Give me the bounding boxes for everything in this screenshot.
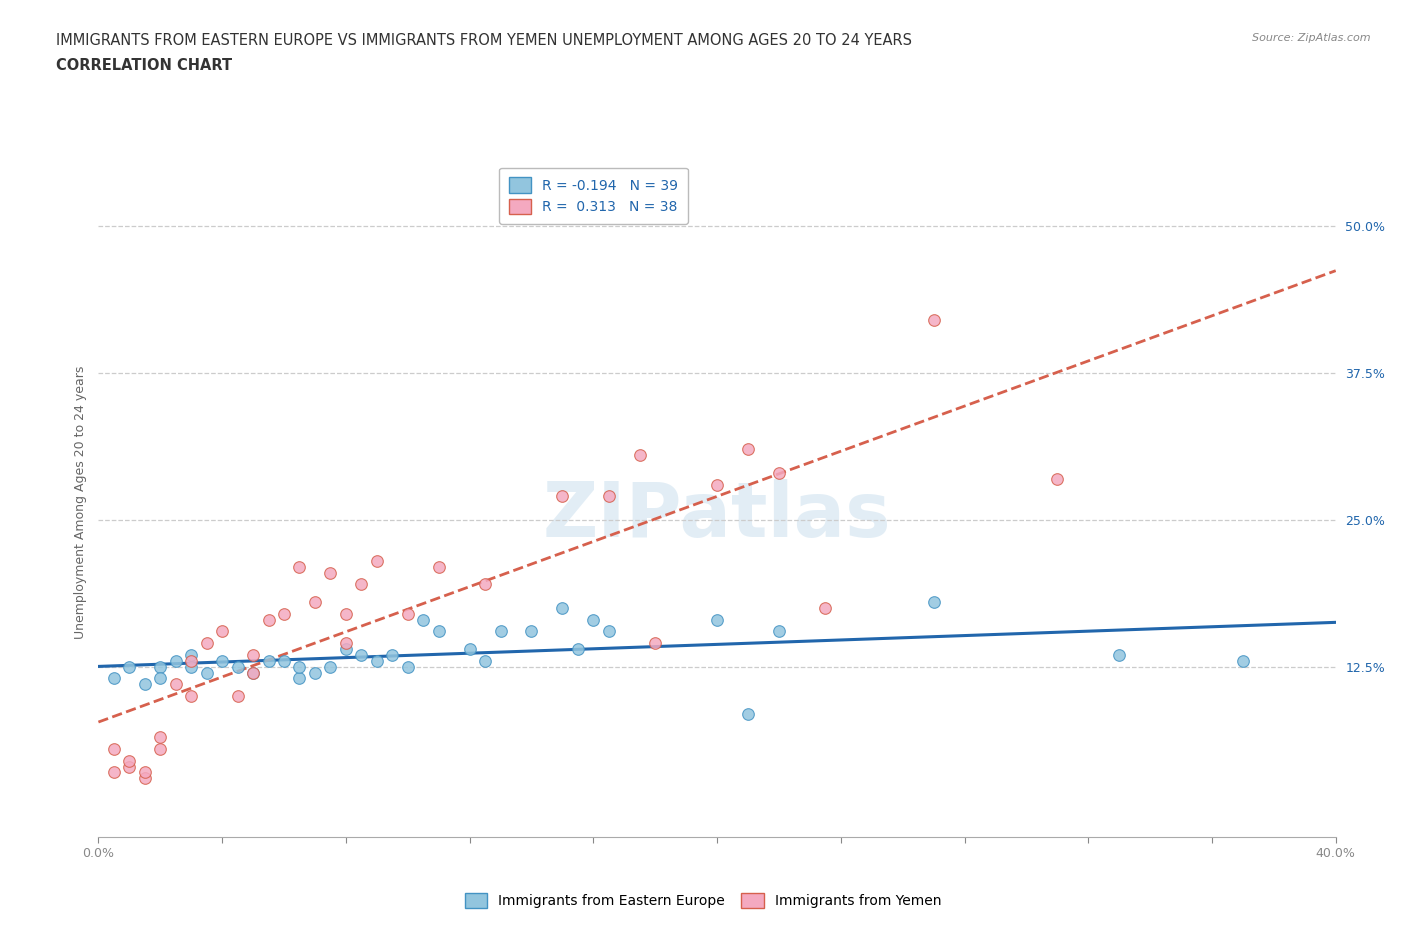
- Point: [737, 706, 759, 721]
- Point: [134, 765, 156, 780]
- Point: [412, 612, 434, 627]
- Point: [226, 659, 249, 674]
- Point: [628, 447, 651, 462]
- Point: [644, 636, 666, 651]
- Point: [288, 671, 311, 685]
- Point: [396, 659, 419, 674]
- Point: [211, 654, 233, 669]
- Point: [180, 654, 202, 669]
- Point: [1232, 654, 1254, 669]
- Point: [474, 654, 496, 669]
- Point: [551, 489, 574, 504]
- Point: [257, 654, 280, 669]
- Point: [381, 647, 404, 662]
- Point: [288, 559, 311, 574]
- Point: [149, 741, 172, 756]
- Point: [922, 594, 945, 609]
- Point: [195, 665, 218, 680]
- Point: [335, 642, 357, 657]
- Point: [180, 647, 202, 662]
- Point: [180, 688, 202, 703]
- Point: [118, 753, 141, 768]
- Point: [335, 636, 357, 651]
- Point: [165, 677, 187, 692]
- Point: [350, 577, 373, 591]
- Point: [149, 730, 172, 745]
- Text: IMMIGRANTS FROM EASTERN EUROPE VS IMMIGRANTS FROM YEMEN UNEMPLOYMENT AMONG AGES : IMMIGRANTS FROM EASTERN EUROPE VS IMMIGR…: [56, 33, 912, 47]
- Point: [922, 312, 945, 327]
- Text: CORRELATION CHART: CORRELATION CHART: [56, 58, 232, 73]
- Point: [1046, 472, 1069, 486]
- Point: [273, 654, 295, 669]
- Point: [737, 442, 759, 457]
- Point: [598, 489, 620, 504]
- Text: Source: ZipAtlas.com: Source: ZipAtlas.com: [1253, 33, 1371, 43]
- Point: [242, 647, 264, 662]
- Point: [118, 659, 141, 674]
- Point: [134, 771, 156, 786]
- Point: [350, 647, 373, 662]
- Point: [335, 606, 357, 621]
- Point: [768, 624, 790, 639]
- Point: [1108, 647, 1130, 662]
- Point: [396, 606, 419, 621]
- Point: [180, 659, 202, 674]
- Point: [319, 659, 342, 674]
- Point: [458, 642, 481, 657]
- Point: [226, 688, 249, 703]
- Point: [288, 659, 311, 674]
- Point: [814, 601, 837, 616]
- Point: [165, 654, 187, 669]
- Point: [103, 765, 125, 780]
- Legend: Immigrants from Eastern Europe, Immigrants from Yemen: Immigrants from Eastern Europe, Immigran…: [460, 887, 946, 914]
- Point: [257, 612, 280, 627]
- Point: [103, 741, 125, 756]
- Point: [474, 577, 496, 591]
- Point: [211, 624, 233, 639]
- Point: [489, 624, 512, 639]
- Point: [366, 553, 388, 568]
- Point: [582, 612, 605, 627]
- Point: [134, 677, 156, 692]
- Legend: R = -0.194   N = 39, R =  0.313   N = 38: R = -0.194 N = 39, R = 0.313 N = 38: [499, 167, 688, 224]
- Point: [273, 606, 295, 621]
- Point: [706, 612, 728, 627]
- Point: [319, 565, 342, 580]
- Point: [304, 594, 326, 609]
- Point: [768, 465, 790, 480]
- Point: [567, 642, 589, 657]
- Point: [551, 601, 574, 616]
- Point: [366, 654, 388, 669]
- Point: [304, 665, 326, 680]
- Point: [103, 671, 125, 685]
- Point: [598, 624, 620, 639]
- Point: [118, 759, 141, 774]
- Point: [427, 559, 450, 574]
- Point: [520, 624, 543, 639]
- Point: [427, 624, 450, 639]
- Point: [149, 671, 172, 685]
- Y-axis label: Unemployment Among Ages 20 to 24 years: Unemployment Among Ages 20 to 24 years: [75, 365, 87, 639]
- Point: [149, 659, 172, 674]
- Point: [195, 636, 218, 651]
- Point: [242, 665, 264, 680]
- Point: [242, 665, 264, 680]
- Text: ZIPatlas: ZIPatlas: [543, 479, 891, 552]
- Point: [706, 477, 728, 492]
